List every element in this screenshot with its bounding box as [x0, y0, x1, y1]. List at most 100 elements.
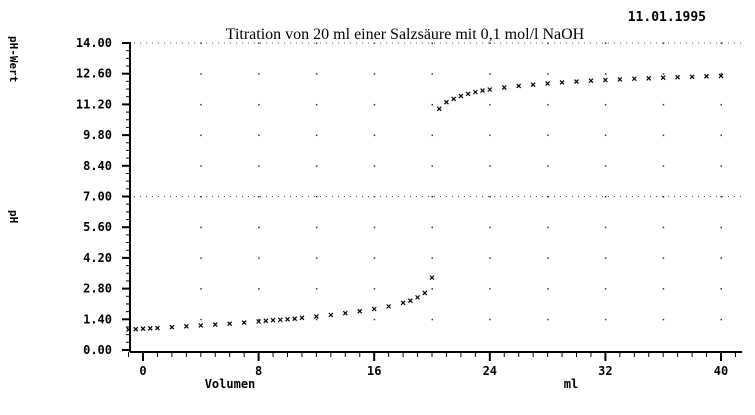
data-point — [559, 80, 565, 85]
data-point — [140, 326, 146, 332]
data-point — [436, 106, 442, 112]
y-tick-label: 12.60 — [76, 67, 112, 81]
y-tick-label: 11.20 — [76, 97, 112, 111]
grid-dot — [258, 103, 260, 106]
grid-dot — [489, 134, 491, 137]
grid-dot — [315, 103, 318, 106]
x-tick-label: 16 — [367, 364, 381, 378]
chart-date: 11.01.1995 — [628, 10, 706, 25]
data-point — [718, 73, 724, 79]
grid-dot — [604, 73, 607, 75]
grid-dot — [431, 257, 433, 259]
x-axis-label: Volumen — [205, 377, 256, 391]
data-point — [516, 83, 522, 89]
grid-dot — [720, 165, 722, 167]
data-point — [292, 316, 298, 322]
grid-dot — [547, 42, 549, 44]
grid-dot — [200, 226, 202, 229]
grid-dot — [489, 318, 491, 321]
grid-dot — [431, 318, 433, 321]
data-point — [588, 78, 594, 84]
data-point — [400, 300, 406, 306]
grid-dot — [720, 196, 722, 198]
grid-dot — [431, 196, 433, 198]
grid-dot — [720, 134, 722, 137]
grid-dot — [489, 73, 491, 75]
y-tick-label: 0.00 — [83, 343, 112, 357]
data-point — [183, 323, 189, 329]
data-point — [212, 322, 218, 327]
grid-dot — [373, 196, 376, 198]
grid-dot — [547, 318, 549, 321]
y-tick-label: 8.40 — [83, 159, 112, 173]
grid-dot — [720, 42, 722, 44]
grid-dot — [200, 42, 202, 44]
grid-dot — [662, 103, 665, 106]
y-tick-label: 5.60 — [83, 220, 112, 234]
grid-dot — [604, 134, 607, 137]
grid-dot — [604, 318, 607, 321]
grid-dot — [547, 103, 549, 106]
data-point — [487, 87, 493, 92]
grid-dot — [662, 42, 665, 44]
data-point — [263, 318, 269, 324]
grid-dot — [489, 226, 491, 229]
data-point — [472, 89, 478, 95]
grid-dot — [315, 165, 318, 167]
grid-dot — [315, 134, 318, 137]
grid-dot — [431, 103, 433, 106]
grid-dot — [258, 318, 260, 321]
x-ticks: 0 8 16 24 32 40 — [128, 352, 736, 378]
grid-dot — [604, 103, 607, 106]
data-point — [422, 290, 428, 296]
data-point — [241, 320, 247, 326]
grid-dot — [431, 288, 433, 290]
grid-dot — [200, 134, 202, 137]
grid-dot — [720, 257, 722, 259]
data-point — [386, 303, 392, 309]
grid-dot — [373, 165, 376, 167]
grid-dot — [258, 257, 260, 259]
data-point — [646, 75, 652, 81]
grid-dot — [200, 318, 202, 321]
data-point — [155, 325, 160, 331]
y-axis-label-mid: pH — [7, 210, 20, 223]
grid-dot — [720, 226, 722, 229]
grid-dot — [547, 288, 549, 290]
grid-dot — [662, 165, 665, 167]
grid-dot — [547, 134, 549, 137]
data-point — [415, 294, 420, 300]
grid-dot — [373, 257, 376, 259]
y-tick-label: 2.80 — [83, 282, 112, 296]
data-point — [313, 314, 319, 319]
x-tick-label: 24 — [483, 364, 497, 378]
grid-dot — [200, 103, 202, 106]
grid-dot — [720, 73, 722, 75]
grid-dot — [200, 257, 202, 259]
grid-dot — [431, 73, 433, 75]
grid-dot — [720, 288, 722, 290]
grid-dot — [373, 134, 376, 137]
grid-dot — [489, 165, 491, 167]
data-point — [545, 81, 551, 86]
grid-dot — [604, 196, 607, 198]
grid-dot — [547, 257, 549, 259]
x-axis-unit: ml — [564, 377, 578, 391]
grid-dot — [258, 288, 260, 290]
data-point — [689, 74, 695, 80]
data-point — [270, 317, 276, 323]
data-point — [277, 317, 283, 323]
grid-dot — [604, 42, 607, 44]
data-point — [299, 315, 305, 321]
grid-dot — [315, 73, 318, 75]
grid-dot — [315, 42, 318, 44]
data-point — [256, 319, 262, 324]
x-tick-label: 40 — [714, 364, 728, 378]
data-point — [126, 327, 131, 333]
data-point — [675, 74, 681, 80]
grid-dot — [489, 196, 491, 198]
data-point — [357, 308, 363, 314]
grid-dot — [258, 134, 260, 137]
data-point — [285, 316, 290, 322]
